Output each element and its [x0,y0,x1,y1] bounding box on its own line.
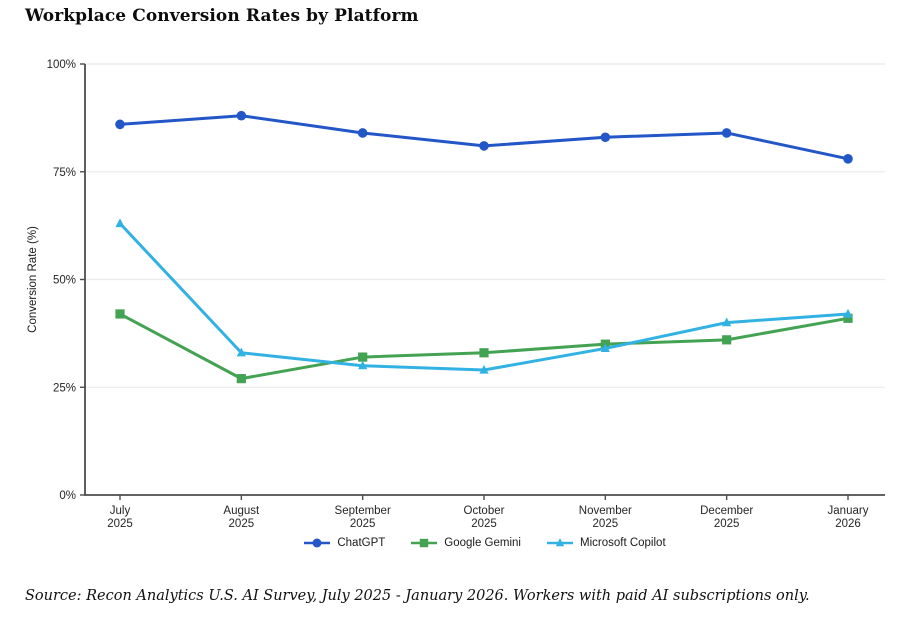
y-tick-label: 25% [53,382,76,394]
y-tick-label: 50% [53,275,76,287]
legend-item-chatgpt: ChatGPT [304,537,385,549]
x-axis-ticks: July 2025 August 2025 September 2025 October 20… [107,495,869,530]
x-tick-label: July 2025 [107,505,133,530]
x-tick-label: August 2025 [223,505,260,530]
chart-title: Workplace Conversion Rates by Platform [25,6,419,26]
chart-legend: ChatGPT Google Gemini Microsoft Copilot [85,534,885,552]
y-tick-label: 100% [47,59,76,71]
copilot-triangle-marker-icon [547,538,573,547]
legend-label-chatgpt: ChatGPT [337,537,386,549]
x-tick-label: January 2026 [828,505,869,530]
source-note: Source: Recon Analytics U.S. AI Survey, … [25,588,810,604]
x-tick-label: December 2025 [700,505,753,530]
y-axis-label: Conversion Rate (%) [27,226,39,333]
x-tick-label: October 2025 [464,505,505,530]
y-tick-label: 75% [53,167,76,179]
gridlines [85,63,885,388]
x-tick-label: November 2025 [579,505,632,530]
legend-label-google-gemini: Google Gemini [444,537,521,549]
legend-item-google-gemini: Google Gemini [411,537,521,549]
chatgpt-circle-marker-icon [304,538,331,548]
y-tick-label: 0% [59,490,76,502]
x-tick-label: September 2025 [335,505,391,530]
gemini-square-marker-icon [411,538,438,548]
legend-item-microsoft-copilot: Microsoft Copilot [547,537,666,549]
y-axis-ticks: 0% 25% 50% 75% 100% [47,59,85,502]
series-microsoft-copilot [115,218,853,374]
legend-label-microsoft-copilot: Microsoft Copilot [580,537,666,549]
series-chatgpt [115,110,853,164]
